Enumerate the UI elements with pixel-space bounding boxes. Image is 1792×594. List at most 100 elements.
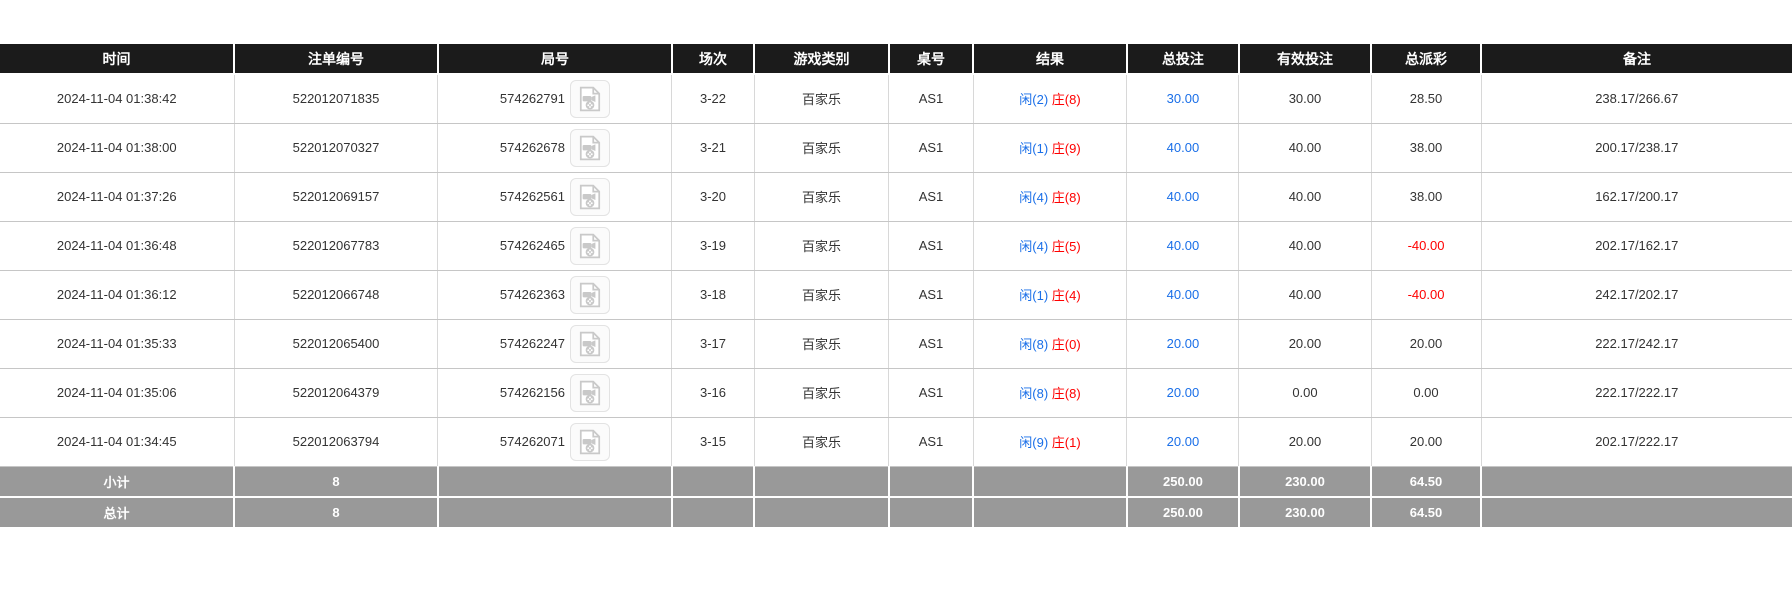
cell-session: 3-18 <box>671 270 755 320</box>
cell-valid-bet: 30.00 <box>1238 74 1372 124</box>
header-row: 时间 注单编号 局号 场次 游戏类别 桌号 结果 总投注 有效投注 总派彩 备注 <box>0 44 1792 75</box>
cell-table-no: AS1 <box>888 368 974 418</box>
video-replay-icon <box>579 233 601 258</box>
round-no-value: 574262678 <box>499 140 565 155</box>
cell-round-no: 574262156 <box>437 368 673 418</box>
summary-total-bet-cell: 250.00 <box>1126 497 1240 529</box>
table-row: 2024-11-04 01:37:26 522012069157 574262561… <box>0 172 1792 222</box>
cell-total-bet: 20.00 <box>1126 417 1240 467</box>
cell-session: 3-20 <box>671 172 755 222</box>
column-header-session: 场次 <box>671 44 756 75</box>
column-header-time: 时间 <box>0 44 236 75</box>
result-player: 闲(8) <box>1019 337 1049 352</box>
summary-session-cell <box>671 466 756 498</box>
column-header-remark: 备注 <box>1481 44 1792 75</box>
video-replay-button[interactable] <box>570 177 610 216</box>
summary-session-cell <box>671 497 756 529</box>
cell-time: 2024-11-04 01:35:06 <box>0 368 235 418</box>
summary-table-cell <box>888 466 975 498</box>
cell-payout: -40.00 <box>1371 270 1482 320</box>
round-no-value: 574262465 <box>499 238 565 253</box>
video-replay-button[interactable] <box>570 373 610 412</box>
table-footer: 小计 8 250.00 230.00 64.50 总计 8 250.00 230.00 64.50 <box>0 466 1792 529</box>
video-replay-button[interactable] <box>570 226 610 265</box>
cell-result: 闲(8) 庄(8) <box>973 368 1128 418</box>
cell-bet-no: 522012063794 <box>234 417 439 467</box>
cell-result: 闲(9) 庄(1) <box>973 417 1128 467</box>
column-header-table-no: 桌号 <box>888 44 975 75</box>
round-no-group: 574262247 <box>499 324 610 363</box>
cell-session: 3-19 <box>671 221 755 271</box>
result-banker: 庄(8) <box>1051 190 1081 205</box>
cell-remark: 202.17/162.17 <box>1481 221 1792 271</box>
round-no-value: 574262247 <box>499 336 565 351</box>
video-replay-button[interactable] <box>570 79 610 118</box>
video-replay-button[interactable] <box>570 275 610 314</box>
video-replay-icon <box>579 86 601 111</box>
cell-table-no: AS1 <box>888 172 974 222</box>
cell-payout: 20.00 <box>1371 417 1482 467</box>
cell-round-no: 574262791 <box>437 74 673 124</box>
cell-bet-no: 522012064379 <box>234 368 439 418</box>
video-replay-button[interactable] <box>570 128 610 167</box>
cell-bet-no: 522012070327 <box>234 123 439 173</box>
result-player: 闲(8) <box>1019 386 1049 401</box>
cell-result: 闲(1) 庄(9) <box>973 123 1128 173</box>
cell-round-no: 574262071 <box>437 417 673 467</box>
cell-result: 闲(1) 庄(4) <box>973 270 1128 320</box>
cell-time: 2024-11-04 01:34:45 <box>0 417 235 467</box>
bet-records-page: 时间 注单编号 局号 场次 游戏类别 桌号 结果 总投注 有效投注 总派彩 备注 2024-11-0… <box>0 44 1792 529</box>
result-player: 闲(4) <box>1019 190 1049 205</box>
video-replay-icon <box>579 184 601 209</box>
cell-total-bet: 20.00 <box>1126 319 1240 369</box>
summary-payout-cell: 64.50 <box>1371 497 1483 529</box>
summary-round-cell <box>437 466 673 498</box>
cell-total-bet: 30.00 <box>1126 74 1240 124</box>
column-header-result: 结果 <box>973 44 1128 75</box>
cell-payout: 0.00 <box>1371 368 1482 418</box>
cell-bet-no: 522012071835 <box>234 74 439 124</box>
cell-payout: 20.00 <box>1371 319 1482 369</box>
video-replay-button[interactable] <box>570 324 610 363</box>
result-player: 闲(1) <box>1019 141 1049 156</box>
cell-time: 2024-11-04 01:37:26 <box>0 172 235 222</box>
cell-result: 闲(4) 庄(8) <box>973 172 1128 222</box>
round-no-group: 574262791 <box>500 79 610 118</box>
cell-bet-no: 522012069157 <box>234 172 439 222</box>
cell-round-no: 574262678 <box>437 123 673 173</box>
cell-valid-bet: 40.00 <box>1238 221 1372 271</box>
cell-bet-no: 522012066748 <box>234 270 439 320</box>
table-row: 2024-11-04 01:34:45 522012063794 574262071… <box>0 417 1792 467</box>
cell-bet-no: 522012067783 <box>234 221 439 271</box>
cell-time: 2024-11-04 01:38:00 <box>0 123 235 173</box>
summary-valid-bet-cell: 230.00 <box>1238 466 1373 498</box>
cell-time: 2024-11-04 01:36:48 <box>0 221 235 271</box>
cell-game-type: 百家乐 <box>754 172 890 222</box>
video-replay-icon <box>579 331 601 356</box>
table-row: 2024-11-04 01:36:48 522012067783 574262465… <box>0 221 1792 271</box>
cell-valid-bet: 40.00 <box>1238 270 1372 320</box>
column-header-total-bet: 总投注 <box>1126 44 1240 75</box>
round-no-group: 574262678 <box>499 128 610 167</box>
cell-valid-bet: 0.00 <box>1238 368 1372 418</box>
cell-game-type: 百家乐 <box>754 368 890 418</box>
cell-payout: 28.50 <box>1371 74 1482 124</box>
cell-game-type: 百家乐 <box>754 319 890 369</box>
column-header-game-type: 游戏类别 <box>754 44 890 75</box>
result-banker: 庄(8) <box>1051 386 1081 401</box>
cell-game-type: 百家乐 <box>754 270 890 320</box>
summary-payout-cell: 64.50 <box>1371 466 1483 498</box>
cell-table-no: AS1 <box>888 417 974 467</box>
result-banker: 庄(1) <box>1051 435 1081 450</box>
column-header-valid-bet: 有效投注 <box>1238 44 1373 75</box>
cell-result: 闲(8) 庄(0) <box>973 319 1128 369</box>
result-player: 闲(1) <box>1019 288 1049 303</box>
cell-payout: -40.00 <box>1371 221 1482 271</box>
cell-round-no: 574262465 <box>437 221 673 271</box>
summary-game-cell <box>754 497 890 529</box>
column-header-payout: 总派彩 <box>1371 44 1483 75</box>
summary-remark-cell <box>1481 466 1792 498</box>
result-player: 闲(4) <box>1019 239 1049 254</box>
table-header: 时间 注单编号 局号 场次 游戏类别 桌号 结果 总投注 有效投注 总派彩 备注 <box>0 44 1792 75</box>
video-replay-button[interactable] <box>570 422 610 461</box>
